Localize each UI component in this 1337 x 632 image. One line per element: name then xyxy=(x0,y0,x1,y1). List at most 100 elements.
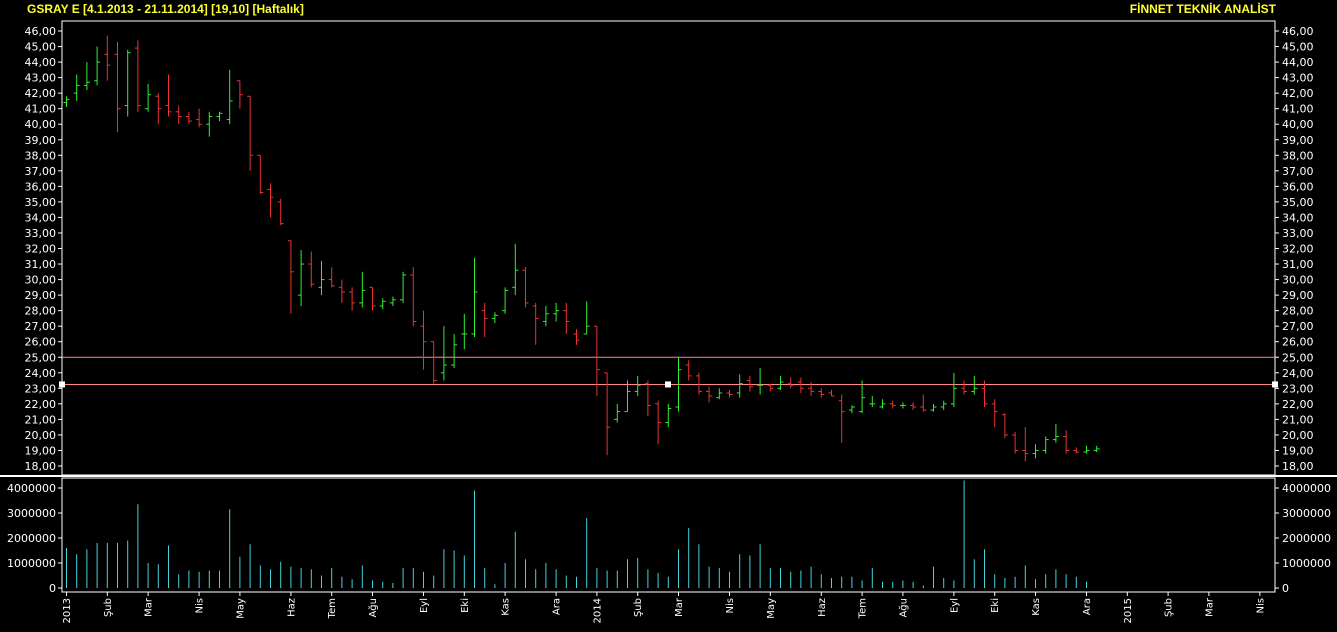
ohlc-bar xyxy=(420,310,427,370)
ohlc-bar xyxy=(899,402,906,409)
ohlc-bar xyxy=(338,279,345,303)
ohlc-bar xyxy=(950,372,957,407)
x-tick-label: Kas xyxy=(501,598,512,616)
x-tick-label: 2014 xyxy=(592,598,603,623)
ohlc-bar xyxy=(991,399,998,428)
y-tick-label-right: 19,00 xyxy=(1282,444,1314,457)
y-tick-label-left: 30,00 xyxy=(25,274,57,287)
ohlc-bar xyxy=(491,312,498,324)
line-handle-mid[interactable] xyxy=(665,381,671,388)
ohlc-bar xyxy=(440,326,447,381)
ohlc-bar xyxy=(695,372,702,395)
x-tick-label: Tem xyxy=(858,598,869,619)
y-tick-label-left: 41,00 xyxy=(25,103,57,116)
y-tick-label-left: 31,00 xyxy=(25,258,57,271)
ohlc-bar xyxy=(838,394,845,443)
ohlc-bar xyxy=(308,251,315,288)
ohlc-bar xyxy=(247,95,254,171)
y-tick-label-left: 35,00 xyxy=(25,196,57,209)
y-tick-label-left: 22,00 xyxy=(25,398,57,411)
y-tick-label-left: 44,00 xyxy=(25,56,57,69)
y-tick-label-left: 34,00 xyxy=(25,211,57,224)
ohlc-bar xyxy=(512,243,519,296)
volume-tick-label-left: 2000000 xyxy=(7,532,56,545)
ohlc-bar xyxy=(328,267,335,288)
ohlc-bar xyxy=(287,240,294,314)
x-tick-label: Nis xyxy=(195,598,206,613)
y-tick-label-left: 21,00 xyxy=(25,413,57,426)
ohlc-bar xyxy=(910,402,917,411)
ohlc-bar xyxy=(777,375,784,390)
ohlc-bar xyxy=(971,375,978,395)
y-tick-label-right: 42,00 xyxy=(1282,87,1314,100)
line-handle-right[interactable] xyxy=(1272,381,1278,388)
ohlc-bar xyxy=(379,298,386,310)
y-tick-label-left: 28,00 xyxy=(25,305,57,318)
ohlc-bar xyxy=(706,386,713,403)
ohlc-bar xyxy=(451,333,458,369)
y-tick-label-right: 44,00 xyxy=(1282,56,1314,69)
x-tick-label: Şub xyxy=(103,598,114,617)
x-tick-label: Eki xyxy=(990,598,1001,613)
volume-tick-label-right: 1000000 xyxy=(1282,557,1331,570)
ohlc-bar xyxy=(206,111,213,137)
x-tick-label: Mar xyxy=(144,597,155,617)
volume-tick-label-right: 3000000 xyxy=(1282,507,1331,520)
reference-lines[interactable] xyxy=(59,356,1278,388)
x-tick-label: 2013 xyxy=(62,598,73,623)
ohlc-bar xyxy=(481,302,488,338)
ohlc-bar xyxy=(1042,436,1049,454)
volume-tick-label-left: 0 xyxy=(49,582,56,595)
price-axis-right: 46,00 45,00 44,00 43,00 42,00 41,00 40,00 39,00… xyxy=(1275,25,1314,473)
ohlc-bar xyxy=(532,302,539,345)
ohlc-bar xyxy=(165,74,172,117)
brand-label: FİNNET TEKNİK ANALİST xyxy=(1130,1,1277,16)
ohlc-bar xyxy=(196,108,203,128)
ohlc-bar xyxy=(767,383,774,392)
x-tick-label: Ara xyxy=(552,598,563,615)
ohlc-bar xyxy=(400,271,407,303)
volume-tick-label-right: 4000000 xyxy=(1282,482,1331,495)
y-tick-label-right: 24,00 xyxy=(1282,367,1314,380)
ohlc-bar xyxy=(920,394,927,412)
y-tick-label-right: 21,00 xyxy=(1282,413,1314,426)
ohlc-bar xyxy=(930,403,937,412)
x-tick-label: Kas xyxy=(1031,598,1042,616)
ohlc-bar xyxy=(593,325,600,397)
x-tick-label: Eki xyxy=(460,598,471,613)
ohlc-bar xyxy=(145,83,152,112)
ohlc-bar xyxy=(63,96,70,108)
y-tick-label-right: 45,00 xyxy=(1282,41,1314,54)
volume-tick-label-right: 2000000 xyxy=(1282,532,1331,545)
volume-tick-label-left: 1000000 xyxy=(7,557,56,570)
ohlc-bar xyxy=(624,380,631,413)
ohlc-bar xyxy=(461,313,468,350)
y-tick-label-right: 43,00 xyxy=(1282,72,1314,85)
line-handle-left[interactable] xyxy=(59,381,65,388)
ohlc-bar xyxy=(124,49,131,117)
ohlc-bar xyxy=(114,41,121,132)
ohlc-bar xyxy=(879,399,886,409)
x-tick-label: Eyl xyxy=(419,598,430,613)
ohlc-bar xyxy=(267,183,274,218)
ohlc-bar xyxy=(787,377,794,389)
ohlc-bar xyxy=(298,250,305,306)
y-tick-label-left: 23,00 xyxy=(25,382,57,395)
x-tick-label: Ağu xyxy=(367,598,379,618)
ohlc-bar xyxy=(430,341,437,384)
y-tick-label-left: 24,00 xyxy=(25,367,57,380)
y-tick-label-left: 45,00 xyxy=(25,41,57,54)
y-tick-label-right: 46,00 xyxy=(1282,25,1314,38)
y-tick-label-right: 26,00 xyxy=(1282,336,1314,349)
ohlc-bar xyxy=(655,400,662,445)
ohlc-bar xyxy=(665,403,672,428)
x-tick-label: Mar xyxy=(674,597,685,617)
y-tick-label-right: 35,00 xyxy=(1282,196,1314,209)
x-tick-label: Nis xyxy=(725,598,736,613)
y-tick-label-right: 31,00 xyxy=(1282,258,1314,271)
x-tick-label: Ara xyxy=(1082,598,1093,615)
y-tick-label-right: 33,00 xyxy=(1282,227,1314,240)
ohlc-bar xyxy=(1032,444,1039,459)
y-tick-label-left: 33,00 xyxy=(25,227,57,240)
ohlc-bar xyxy=(573,329,580,345)
